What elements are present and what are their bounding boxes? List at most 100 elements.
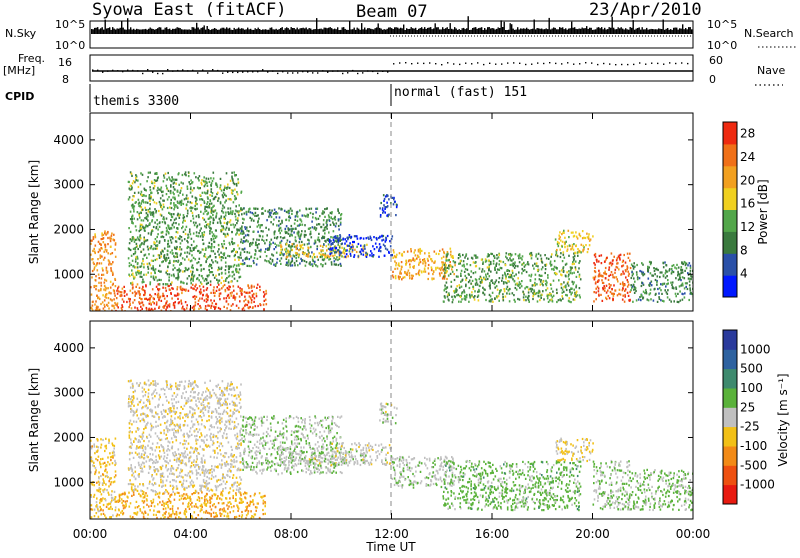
nsky-bar <box>586 26 587 34</box>
power-cell-r0 <box>107 287 109 289</box>
nave-dot <box>147 69 148 70</box>
power-cell-r3 <box>257 258 259 260</box>
power-cell-r3 <box>323 211 325 213</box>
power-cell-r11 <box>664 283 666 285</box>
power-cell-r1 <box>231 291 233 293</box>
power-cell-r2 <box>185 267 187 269</box>
power-cell-r4 <box>302 244 304 246</box>
power-cell-r3 <box>280 241 282 243</box>
power-cell-r11 <box>663 274 665 276</box>
nave-dot <box>537 62 538 63</box>
power-cell-r2 <box>167 254 169 256</box>
nsky-bar <box>399 29 400 34</box>
nsky-bar <box>160 27 161 34</box>
power-cell-r10 <box>612 260 614 262</box>
power-cell-r4 <box>326 249 328 251</box>
nsky-bar <box>339 30 340 34</box>
power-cell-r8 <box>503 299 505 301</box>
power-cell-r1 <box>239 287 241 289</box>
velocity-cell-r0 <box>98 456 100 458</box>
power-cell-r2 <box>190 282 192 284</box>
power-cell-r2 <box>175 183 177 185</box>
power-cbar-swatch <box>723 275 737 297</box>
power-cell-r8 <box>448 267 450 269</box>
power-cell-r9 <box>586 233 588 235</box>
nsky-bar <box>514 30 515 34</box>
nave-dot <box>573 64 574 65</box>
power-cell-r10 <box>625 269 627 271</box>
nave-dot <box>549 62 550 63</box>
power-cell-r8 <box>563 271 565 273</box>
nsky-bar <box>246 29 247 34</box>
power-cell-r3 <box>340 223 342 225</box>
nsky-bar <box>600 28 601 34</box>
power-cell-r3 <box>248 234 250 236</box>
power-cell-r2 <box>169 206 171 208</box>
power-cell-r2 <box>198 179 200 181</box>
power-cell-r6 <box>385 195 387 197</box>
power-cell-r8 <box>514 261 516 263</box>
power-cell-r2 <box>202 217 204 219</box>
power-cell-r4 <box>316 256 318 258</box>
nsky-bar <box>312 30 313 34</box>
power-cell-r11 <box>675 295 677 297</box>
nave-dot <box>322 70 323 71</box>
power-cell-r8 <box>569 291 571 293</box>
nave-dot <box>543 63 544 64</box>
nsky-bar <box>409 29 410 34</box>
power-cell-r3 <box>295 257 297 259</box>
power-cell-r2 <box>130 218 132 220</box>
power-cell-r2 <box>131 269 133 271</box>
power-cell-r0 <box>111 299 113 301</box>
velocity-cell-r0 <box>106 464 108 466</box>
power-cell-r2 <box>211 188 213 190</box>
nsky-bar <box>526 28 527 34</box>
power-cell-r8 <box>560 299 562 301</box>
power-cell-r11 <box>657 288 659 290</box>
power-cell-r10 <box>627 281 629 283</box>
power-cell-r8 <box>487 278 489 280</box>
velocity-cell-r0 <box>102 482 104 484</box>
velocity-cell-r0 <box>103 480 105 482</box>
power-cell-r10 <box>630 267 632 269</box>
power-cell-r10 <box>618 256 620 258</box>
power-cell-r10 <box>612 263 614 265</box>
power-cell-r11 <box>664 261 666 263</box>
power-cell-r3 <box>302 259 304 261</box>
nave-dot <box>513 62 514 63</box>
power-cell-r2 <box>204 208 206 210</box>
power-cell-r1 <box>148 308 150 310</box>
nsky-bar <box>435 23 436 34</box>
power-cell-r8 <box>456 269 458 271</box>
power-cell-r2 <box>184 270 186 272</box>
power-cell-r2 <box>143 248 145 250</box>
nsky-bar <box>382 30 383 34</box>
power-cell-r3 <box>304 215 306 217</box>
power-cell-r2 <box>140 225 142 227</box>
power-cell-r3 <box>270 258 272 260</box>
power-cell-r2 <box>146 216 148 218</box>
power-cell-r2 <box>234 226 236 228</box>
power-cell-r8 <box>462 265 464 267</box>
power-cell-r2 <box>143 219 145 221</box>
power-cell-r2 <box>205 221 207 223</box>
power-cell-r10 <box>612 276 614 278</box>
power-cell-r10 <box>621 273 623 275</box>
power-cell-r0 <box>111 263 113 265</box>
power-cell-r11 <box>667 296 669 298</box>
nsky-bar <box>249 29 250 34</box>
nave-dot <box>262 69 263 70</box>
power-cell-r2 <box>196 215 198 217</box>
power-cell-r3 <box>335 258 337 260</box>
power-cell-r8 <box>509 276 511 278</box>
power-cell-r3 <box>294 223 296 225</box>
power-cell-r2 <box>205 247 207 249</box>
power-cell-r9 <box>587 248 589 250</box>
power-cell-r7 <box>399 276 401 278</box>
power-cell-r2 <box>166 193 168 195</box>
power-cell-r3 <box>293 243 295 245</box>
power-cell-r2 <box>203 234 205 236</box>
power-cell-r2 <box>228 229 230 231</box>
power-cell-r11 <box>682 293 684 295</box>
velocity-cell-r1 <box>207 512 209 514</box>
